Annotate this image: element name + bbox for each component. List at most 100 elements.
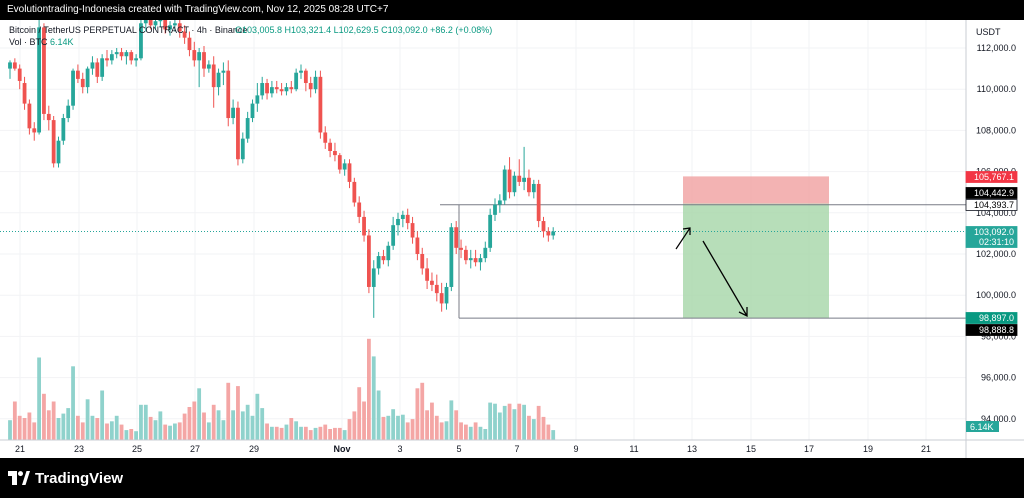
volume-bar — [66, 408, 71, 440]
volume-bar — [124, 430, 129, 440]
candle-body — [46, 113, 51, 121]
volume-bar — [454, 410, 459, 440]
volume-bar — [531, 419, 536, 440]
horizontal-levels[interactable] — [0, 204, 966, 319]
projection-arrows[interactable] — [675, 227, 748, 318]
time-tick-label: 15 — [746, 444, 756, 454]
volume-bar — [51, 401, 56, 440]
candle-body — [531, 183, 536, 193]
price-tag-text: 105,767.1 — [974, 172, 1014, 182]
legend-symbol: Bitcoin / TetherUS PERPETUAL CONTRACT · … — [9, 25, 247, 35]
candle-body — [357, 202, 362, 217]
volume-bar — [76, 415, 80, 440]
candle-body — [328, 142, 332, 151]
candle-body — [168, 25, 172, 30]
candle-body — [439, 293, 444, 304]
volume-bar — [255, 393, 260, 440]
candle-body — [129, 52, 134, 61]
volume-bar — [85, 399, 90, 440]
candle-body — [444, 286, 449, 304]
candle-body — [362, 216, 366, 236]
projection-down-arrow — [702, 240, 748, 318]
price-tag-text: 104,393.7 — [974, 200, 1014, 210]
volume-bar — [173, 423, 177, 440]
price-tag-box — [965, 324, 1018, 336]
price-tick-label: 94,000.0 — [981, 414, 1016, 424]
candle-body — [517, 175, 522, 182]
time-tick-label: 21 — [15, 444, 25, 454]
short-position-zone[interactable] — [683, 176, 829, 318]
time-tick-label: 5 — [456, 444, 461, 454]
volume-bar — [250, 415, 255, 440]
candle-body — [381, 256, 386, 261]
candle-body — [405, 214, 410, 224]
candle-body — [8, 62, 12, 69]
price-tag-text: 98,897.0 — [979, 313, 1014, 323]
volume-bar — [362, 401, 366, 440]
price-tag-box — [965, 187, 1018, 199]
candle-body — [468, 258, 473, 261]
volume-bar — [425, 410, 429, 440]
price-tag-box — [965, 171, 1018, 183]
candle-body — [347, 163, 352, 182]
candle-body — [527, 177, 531, 193]
price-tag-text: 104,442.9 — [974, 188, 1014, 198]
volume-bar — [294, 421, 299, 440]
candle-body — [367, 235, 371, 287]
volume-bar — [27, 412, 32, 440]
currency-label: USDT — [976, 27, 1001, 37]
candle-body — [497, 200, 502, 205]
candle-body — [95, 62, 100, 77]
volume-bar — [396, 415, 400, 440]
volume-bar — [284, 424, 289, 440]
candlestick-chart[interactable]: 112,000.0110,000.0108,000.0106,000.0104,… — [0, 15, 1024, 458]
time-tick-label: 17 — [804, 444, 814, 454]
price-tag-box — [965, 312, 1018, 324]
volume-bar — [71, 366, 75, 440]
volume-bar — [197, 388, 202, 440]
candle-body — [502, 169, 507, 201]
chart-panel[interactable]: 112,000.0110,000.0108,000.0106,000.0104,… — [0, 15, 1024, 458]
candle-body — [507, 169, 512, 193]
volume-bar — [168, 425, 172, 440]
candle-body — [434, 284, 439, 294]
candle-body — [17, 68, 22, 81]
volume-bar — [459, 422, 463, 440]
symbol-legend: Bitcoin / TetherUS PERPETUAL CONTRACT · … — [9, 25, 492, 47]
candle-body — [109, 54, 114, 61]
time-tick-label: 19 — [863, 444, 873, 454]
candle-body — [236, 107, 240, 160]
candle-body — [143, 19, 148, 24]
candle-body — [333, 151, 337, 156]
time-tick-label: 25 — [132, 444, 142, 454]
price-tick-label: 110,000.0 — [977, 84, 1016, 94]
candle-body — [400, 214, 405, 219]
candle-body — [386, 245, 391, 261]
tradingview-logo[interactable]: TradingView — [8, 469, 123, 487]
price-tick-label: 112,000.0 — [977, 43, 1016, 53]
time-axis[interactable]: 21 23 25 27 29 Nov 3 5 7 9 11 13 15 17 19 21 — [15, 444, 931, 454]
volume-bar — [274, 426, 279, 440]
volume-bar — [158, 411, 163, 440]
candle-body — [294, 72, 299, 90]
candle-body — [240, 138, 245, 160]
legend-ohlc: O103,005.8 H103,321.4 L102,629.5 C103,09… — [235, 25, 492, 35]
candle-body — [139, 23, 143, 59]
volume-bar — [80, 422, 85, 440]
volume-bar — [192, 401, 197, 440]
candle-body — [464, 249, 468, 261]
volume-bar — [129, 429, 134, 440]
candle-body — [274, 87, 279, 90]
volume-bar — [231, 410, 235, 440]
volume-bar — [211, 404, 216, 440]
time-tick-label: 11 — [629, 444, 638, 454]
candle-body — [206, 64, 211, 69]
take-profit-zone — [683, 203, 829, 318]
volume-bar — [449, 400, 454, 440]
candle-body — [449, 227, 454, 287]
candle-body — [114, 52, 119, 55]
time-tick-label: 27 — [190, 444, 200, 454]
volume-bar — [318, 426, 323, 440]
legend-volume-value: 6.14K — [50, 37, 74, 47]
candle-body — [376, 256, 381, 269]
